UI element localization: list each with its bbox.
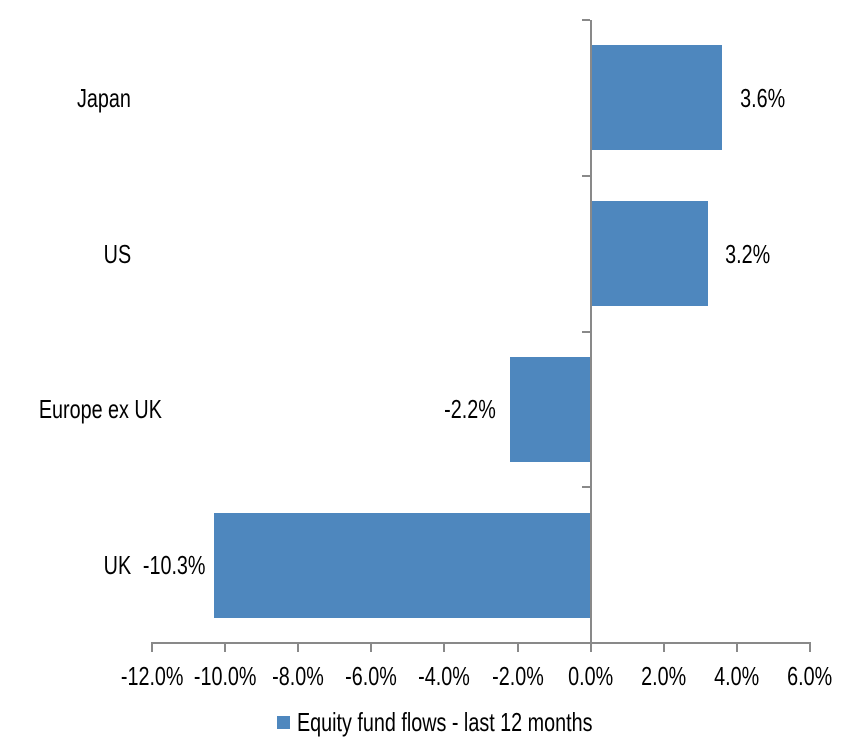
bar-value-label-japan: 3.6%: [739, 82, 785, 113]
category-label-us: US: [103, 238, 131, 269]
x-tick-label: -12.0%: [120, 661, 184, 691]
x-tick: [589, 644, 592, 652]
bar-value-label-us: 3.2%: [725, 238, 771, 269]
x-tick: [809, 644, 811, 652]
category-label-europe-ex-uk: Europe ex UK: [38, 394, 162, 425]
category-label-japan: Japan: [77, 82, 131, 113]
x-tick-label: -8.0%: [272, 661, 325, 691]
category-tick: [581, 19, 590, 21]
x-tick: [735, 644, 738, 652]
bar-japan: [590, 45, 723, 151]
bar-us: [590, 201, 708, 307]
bar-value-label-europe-ex-uk: -2.2%: [444, 394, 497, 425]
x-tick-label: 0.0%: [568, 661, 614, 691]
x-tick-label: 6.0%: [787, 661, 833, 691]
bar-value-label-uk: -10.3%: [142, 550, 206, 581]
x-tick-label: -4.0%: [418, 661, 471, 691]
x-tick-label: -2.0%: [491, 661, 544, 691]
x-tick-label: 4.0%: [714, 661, 760, 691]
category-tick: [581, 486, 590, 489]
zero-axis-line: [589, 20, 592, 644]
x-tick-label: -10.0%: [193, 661, 257, 691]
x-tick: [151, 644, 153, 652]
x-tick: [662, 644, 665, 652]
bar-europe-ex-uk: [510, 356, 591, 462]
x-tick: [297, 644, 300, 652]
x-tick: [224, 644, 227, 652]
x-tick-label: 2.0%: [641, 661, 687, 691]
x-tick-label: -6.0%: [345, 661, 398, 691]
category-label-uk: UK: [103, 550, 131, 581]
x-tick: [370, 644, 373, 652]
category-tick: [581, 330, 590, 333]
category-tick: [581, 174, 590, 177]
x-axis-line: [151, 642, 811, 644]
bar-uk: [214, 512, 591, 618]
legend-marker-icon: [277, 716, 290, 729]
x-tick: [443, 644, 446, 652]
legend-label: Equity fund flows - last 12 months: [297, 707, 593, 737]
x-tick: [516, 644, 519, 652]
